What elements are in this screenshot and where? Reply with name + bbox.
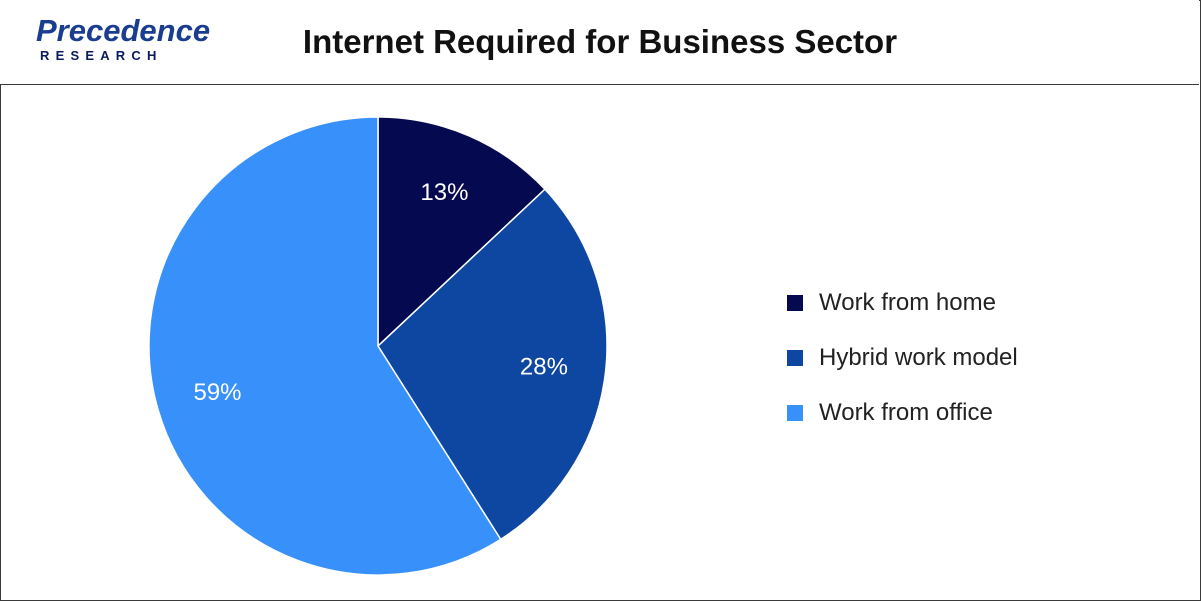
legend-item-work-from-office: Work from office [787,385,1167,440]
pie-slice-label: 13% [420,179,468,206]
brand-logo: Precedence RESEARCH [36,12,216,68]
header-bar: Precedence RESEARCH Internet Required fo… [0,0,1199,85]
chart-area: 13% 28% 59% Work from home Hybrid work mod… [0,85,1199,600]
legend-item-hybrid-work-model: Hybrid work model [787,330,1167,385]
legend-swatch [787,294,803,311]
pie-slice-work-from-office [148,116,502,576]
legend-label: Work from office [819,398,993,426]
logo-wordmark: Precedence [36,13,211,48]
legend-label: Hybrid work model [819,343,1018,371]
pie-chart: 13% 28% 59% [148,116,608,576]
pie-slice-labels: 13% 28% 59% [193,179,567,406]
pie-slice-hybrid-work-model [377,188,608,541]
chart-legend: Work from home Hybrid work model Work fr… [787,275,1167,440]
pie-slices [148,116,608,576]
legend-item-work-from-home: Work from home [787,275,1167,330]
legend-label: Work from home [819,288,996,316]
legend-swatch [787,404,803,421]
logo-subtitle: RESEARCH [40,48,163,63]
legend-swatch [787,349,803,366]
chart-title: Internet Required for Business Sector [302,23,898,60]
pie-slice-label: 59% [193,379,241,406]
pie-slice-label: 28% [520,354,568,381]
pie-slice-work-from-home [377,116,546,348]
